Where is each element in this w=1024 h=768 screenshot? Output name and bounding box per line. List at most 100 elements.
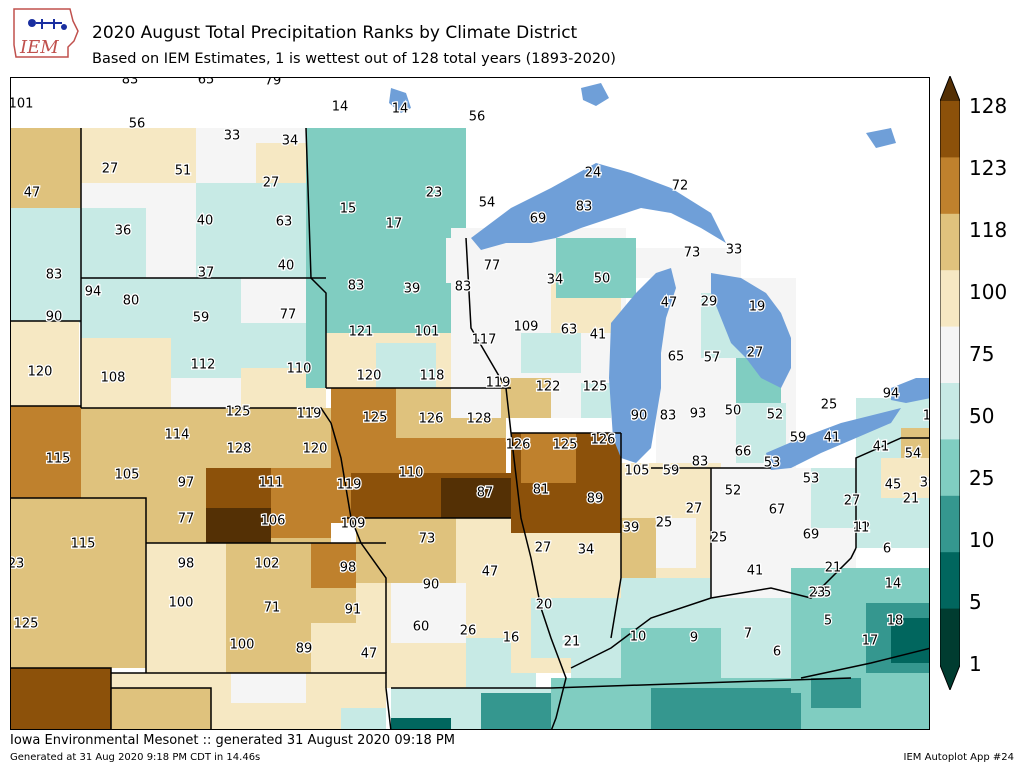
lake-erie — [766, 408, 901, 470]
district-rank-label: 33 — [224, 129, 241, 144]
district-rank-label: 45 — [885, 478, 902, 493]
district-rank-label: 94 — [883, 387, 900, 402]
district-rank-label: 112 — [191, 358, 216, 373]
legend-tick-label: 75 — [969, 342, 995, 366]
district-rank-label: 125 — [583, 380, 608, 395]
district-rank-label: 34 — [547, 273, 564, 288]
region-mi-up-w — [556, 238, 636, 298]
district-rank-label: 102 — [255, 557, 280, 572]
district-rank-label: 108 — [101, 371, 126, 386]
colorbar-band — [940, 157, 960, 215]
legend-tick-label: 123 — [969, 156, 1008, 180]
region-wi-c — [521, 333, 581, 373]
district-rank-label: 42 — [854, 521, 871, 536]
chart-title: 2020 August Total Precipitation Ranks by… — [92, 23, 578, 43]
region-mo-nw — [356, 518, 456, 583]
border-va — [800, 647, 929, 679]
chart-subtitle: Based on IEM Estimates, 1 is wettest out… — [92, 51, 616, 67]
district-rank-label: 6 — [883, 542, 891, 557]
legend-tick-label: 10 — [969, 528, 995, 552]
district-rank-label: 56 — [129, 117, 146, 132]
lake-winnipeg — [389, 88, 411, 113]
region-in-c — [656, 518, 696, 568]
district-rank-label: 47 — [24, 186, 41, 201]
district-rank-label: 27 — [263, 176, 280, 191]
region-oh-ne — [811, 468, 856, 528]
district-rank-label: 10 — [630, 630, 647, 645]
district-rank-label: 39 — [404, 282, 421, 297]
footer-app: IEM Autoplot App #24 — [903, 752, 1014, 763]
district-rank-label: 125 — [363, 411, 388, 426]
district-rank-label: 119 — [337, 478, 362, 493]
district-rank-label: 23 — [809, 586, 826, 601]
district-rank-label: 14 — [392, 102, 409, 117]
district-rank-label: 60 — [413, 620, 430, 635]
district-rank-label: 114 — [165, 428, 190, 443]
district-rank-label: 29 — [701, 295, 718, 310]
lake-michigan — [609, 268, 676, 463]
region-nm — [11, 668, 111, 729]
legend-tick-label: 25 — [969, 466, 995, 490]
district-rank-label: 109 — [514, 320, 539, 335]
district-rank-label: 15 — [340, 202, 357, 217]
region-mt-south — [11, 208, 81, 323]
district-rank-label: 126 — [506, 438, 531, 453]
district-rank-label: 83 — [122, 78, 139, 88]
district-rank-label: 25 — [656, 516, 673, 531]
district-rank-label: 83 — [660, 409, 677, 424]
region-va-sw — [891, 618, 929, 663]
district-rank-label: 9 — [690, 631, 698, 646]
district-rank-label: 89 — [587, 492, 604, 507]
district-rank-label: 59 — [663, 464, 680, 479]
legend-tick-label: 50 — [969, 404, 995, 428]
district-rank-label: 39 — [920, 476, 930, 491]
lake-nipigon — [581, 83, 609, 106]
border-sd-ne — [81, 407, 332, 424]
lake-superior — [471, 163, 726, 250]
district-rank-label: 111 — [259, 476, 284, 491]
region-nd-se — [196, 183, 306, 278]
district-rank-label: 7 — [744, 627, 752, 642]
footer-main: Iowa Environmental Mesonet :: generated … — [10, 733, 455, 748]
district-rank-label: 33 — [726, 243, 743, 258]
district-rank-label: 115 — [71, 537, 96, 552]
region-ok-c — [231, 673, 306, 703]
district-rank-label: 126 — [591, 433, 616, 448]
border-mn-west — [305, 127, 327, 388]
district-rank-label: 17 — [862, 634, 879, 649]
district-rank-label: 24 — [585, 166, 602, 181]
legend-tick-label: 5 — [969, 590, 982, 614]
district-rank-label: 54 — [905, 447, 922, 462]
district-rank-label: 117 — [472, 333, 497, 348]
district-rank-label: 101 — [415, 325, 440, 340]
region-mi-up-e — [636, 248, 741, 278]
border-il-in — [610, 433, 622, 639]
border-ky-tn — [550, 677, 852, 689]
region-wy-n — [11, 321, 79, 406]
district-rank-label: 120 — [357, 369, 382, 384]
district-rank-label: 51 — [175, 164, 192, 179]
district-rank-label: 41 — [590, 328, 607, 343]
state-borders — [11, 127, 929, 729]
district-rank-label: 69 — [803, 528, 820, 543]
colorbar-extend-top — [940, 76, 960, 101]
district-rank-label: 128 — [227, 442, 252, 457]
district-rank-label: 120 — [28, 365, 53, 380]
district-rank-label: 15 — [815, 586, 832, 601]
district-rank-label: 50 — [725, 404, 742, 419]
district-rank-label: 19 — [749, 300, 766, 315]
district-rank-label: 50 — [594, 272, 611, 287]
district-rank-label: 40 — [278, 259, 295, 274]
region-nc-w — [811, 678, 861, 708]
district-rank-label: 26 — [460, 624, 477, 639]
district-rank-label: 65 — [668, 350, 685, 365]
region-sd-sw — [81, 338, 171, 408]
district-rank-label: 52 — [767, 408, 784, 423]
district-rank-label: 69 — [530, 212, 547, 227]
colorbar-svg — [939, 74, 961, 692]
border-pa — [855, 437, 929, 548]
district-rank-label: 81 — [533, 483, 550, 498]
precipitation-map: 101 83 65 79 56 33 34 27 51 27 47 36 40 63 37 40 59 77 94 8… — [10, 77, 930, 730]
